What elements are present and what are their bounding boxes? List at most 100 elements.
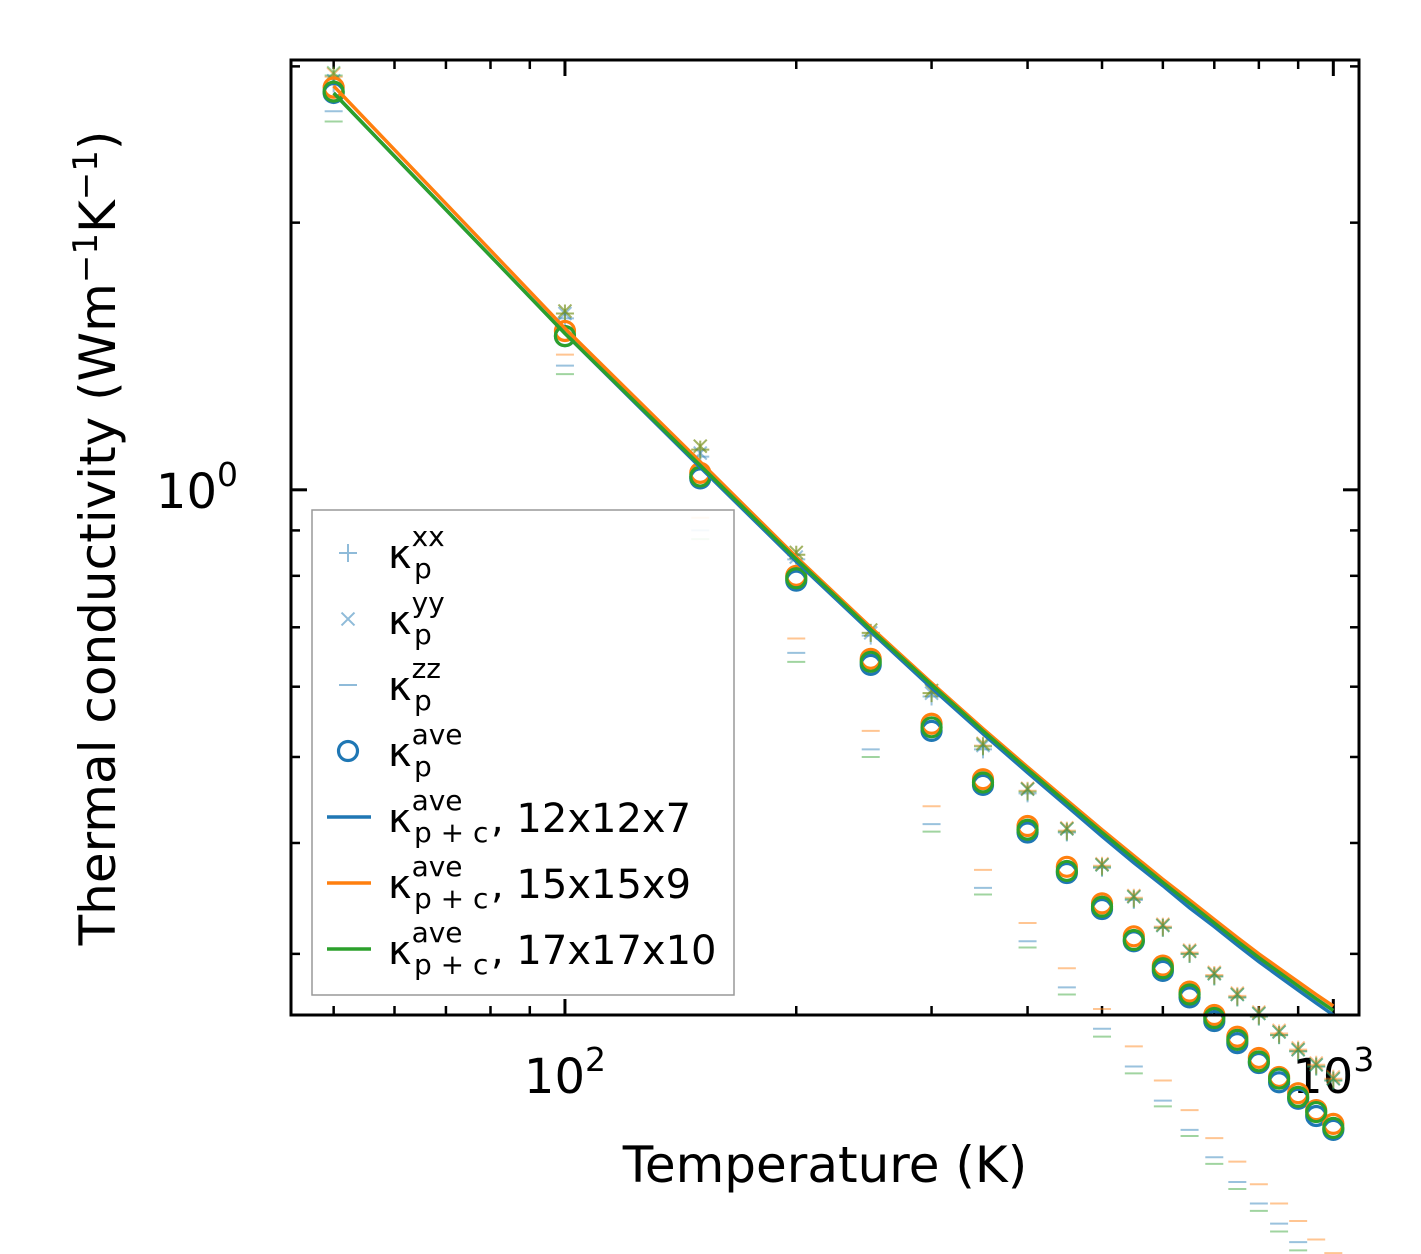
point-xx [1324, 1071, 1343, 1090]
point-yy [1182, 944, 1197, 959]
point-yy [1207, 965, 1222, 980]
point-yy [1182, 942, 1197, 958]
point-xx [1228, 986, 1247, 1005]
point-yy [1020, 781, 1035, 797]
point-yy [1207, 966, 1222, 981]
legend-label: κave p + c, 15x15x9 [388, 850, 691, 915]
x-axis-label: Temperature (K) [622, 1136, 1027, 1194]
point-ave [1226, 1028, 1249, 1051]
legend-marker-circle [336, 739, 360, 763]
point-yy [1059, 820, 1075, 836]
y-axis-label-close: ) [69, 131, 127, 151]
legend-entry: κzz p [339, 652, 441, 717]
point-xx [1180, 944, 1199, 963]
point-ave [1122, 928, 1145, 952]
legend-marker-x [340, 611, 356, 627]
y-axis-label-exp2: −1 [66, 150, 106, 200]
point-yy [557, 303, 573, 319]
series-yy-15x15x9 [326, 66, 1341, 1085]
point-xx [922, 687, 941, 706]
legend-label: κave p + c, 12x12x7 [388, 784, 691, 849]
y-tick-label: 100 [156, 455, 238, 520]
point-xx [1289, 1042, 1308, 1061]
point-xx [1180, 944, 1199, 963]
legend-label: κave p [388, 718, 463, 783]
axis-ticks: 102 103 100 [156, 60, 1374, 1105]
series-zz-12x12x7 [324, 110, 1308, 1244]
point-yy [1126, 888, 1142, 903]
point-xx [1307, 1057, 1326, 1076]
point-xx [1249, 1007, 1268, 1026]
point-ave [1267, 1067, 1291, 1090]
point-xx [691, 440, 710, 459]
point-yy [1326, 1071, 1341, 1086]
legend-label: κyy p [388, 586, 445, 651]
point-xx [1249, 1007, 1268, 1026]
point-xx [1270, 1026, 1289, 1045]
axes-frame [289, 58, 1361, 1017]
point-xx [1205, 967, 1224, 986]
point-ave [1322, 1116, 1345, 1139]
x-tick-label: 102 [524, 1040, 606, 1105]
point-yy [1326, 1069, 1341, 1085]
point-ave [971, 771, 995, 794]
point-xx [691, 440, 710, 459]
point-xx [1018, 784, 1037, 803]
point-yy [1020, 781, 1035, 797]
point-yy [1059, 821, 1075, 836]
point-xx [1093, 857, 1112, 876]
point-xx [1324, 1071, 1343, 1090]
legend-label: κave p + c, 17x17x10 [388, 916, 716, 981]
point-xx [1093, 858, 1112, 877]
point-yy [1230, 985, 1245, 1001]
point-yy [1020, 781, 1035, 796]
y-axis-label: Thermal conductivity (Wm−1K−1) [66, 131, 127, 947]
point-xx [1153, 918, 1172, 937]
point-xx [1270, 1026, 1289, 1045]
point-xx [1180, 943, 1199, 962]
point-xx [1057, 821, 1076, 840]
point-yy [1309, 1057, 1324, 1072]
point-ave [1203, 1006, 1226, 1030]
point-yy [1271, 1024, 1287, 1040]
point-yy [1271, 1023, 1287, 1038]
point-yy [1094, 857, 1110, 872]
legend-entry: κave p + c, 15x15x9 [327, 850, 691, 915]
point-xx [555, 309, 574, 328]
point-ave [1305, 1100, 1328, 1124]
legend-entry: κxx p [339, 520, 445, 585]
point-yy [557, 303, 573, 319]
point-yy [1207, 966, 1222, 981]
point-xx [1153, 917, 1172, 936]
legend-entry: κave p + c, 12x12x7 [327, 784, 691, 849]
legend-entry: κave p + c, 17x17x10 [327, 916, 716, 981]
point-xx [1057, 823, 1076, 842]
point-yy [693, 438, 708, 454]
point-xx [1018, 782, 1037, 801]
line-ave-pc-17x17x10 [332, 91, 1335, 1012]
point-yy [1126, 889, 1142, 904]
point-ave [785, 567, 808, 590]
point-xx [1205, 967, 1224, 986]
point-yy [1230, 987, 1245, 1002]
point-xx [1124, 890, 1143, 909]
point-ave [1178, 983, 1201, 1006]
point-yy [1326, 1071, 1341, 1086]
y-axis-label-main: Thermal conductivity (Wm [69, 283, 127, 946]
point-xx [555, 304, 574, 323]
point-xx [1153, 918, 1172, 937]
point-ave [1247, 1050, 1270, 1073]
y-axis-label-exp1: −1 [66, 233, 106, 283]
plot-area [322, 65, 1345, 1254]
point-yy [326, 65, 341, 81]
legend-entry: κyy p [340, 586, 445, 651]
point-yy [557, 306, 573, 321]
point-xx [1289, 1042, 1308, 1061]
point-yy [1309, 1055, 1324, 1071]
point-xx [1324, 1069, 1343, 1088]
point-xx [1307, 1055, 1326, 1074]
point-yy [1290, 1042, 1306, 1057]
point-yy [1094, 856, 1110, 871]
